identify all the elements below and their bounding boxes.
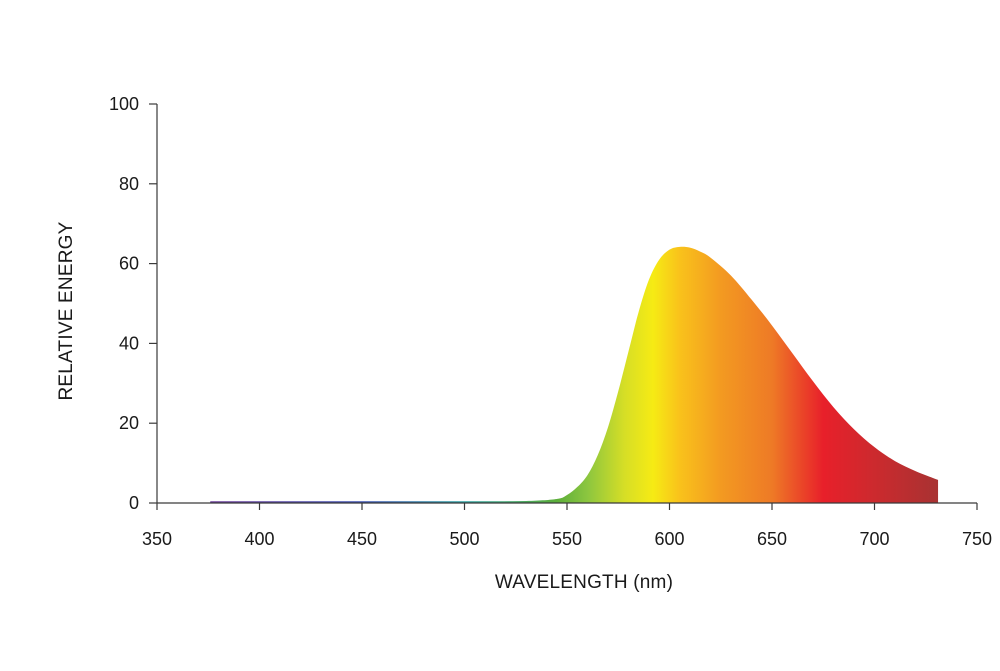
x-tick-label: 700: [859, 529, 889, 549]
x-axis-title: WAVELENGTH (nm): [495, 572, 673, 593]
x-tick-label: 550: [552, 529, 582, 549]
x-tick-label: 350: [142, 529, 172, 549]
x-tick-label: 400: [244, 529, 274, 549]
y-axis-ticks: 0 20 40 60 80 100: [109, 94, 157, 513]
x-tick-label: 750: [962, 529, 992, 549]
x-tick-label: 600: [654, 529, 684, 549]
y-tick-label: 40: [119, 333, 139, 353]
x-axis-ticks: 350 400 450 500 550 600 650 700 750: [142, 503, 992, 549]
axes: 350 400 450 500 550 600 650 700 750 0 20 40 60 80 100: [109, 94, 992, 549]
y-tick-label: 100: [109, 94, 139, 114]
y-tick-label: 80: [119, 174, 139, 194]
x-tick-label: 650: [757, 529, 787, 549]
y-tick-label: 60: [119, 254, 139, 274]
plot-area: [210, 246, 939, 503]
y-axis-title: RELATIVE ENERGY: [56, 221, 77, 400]
x-tick-label: 500: [449, 529, 479, 549]
y-tick-label: 20: [119, 413, 139, 433]
energy-curve-area: [210, 246, 939, 503]
x-tick-label: 450: [347, 529, 377, 549]
y-tick-label: 0: [129, 493, 139, 513]
